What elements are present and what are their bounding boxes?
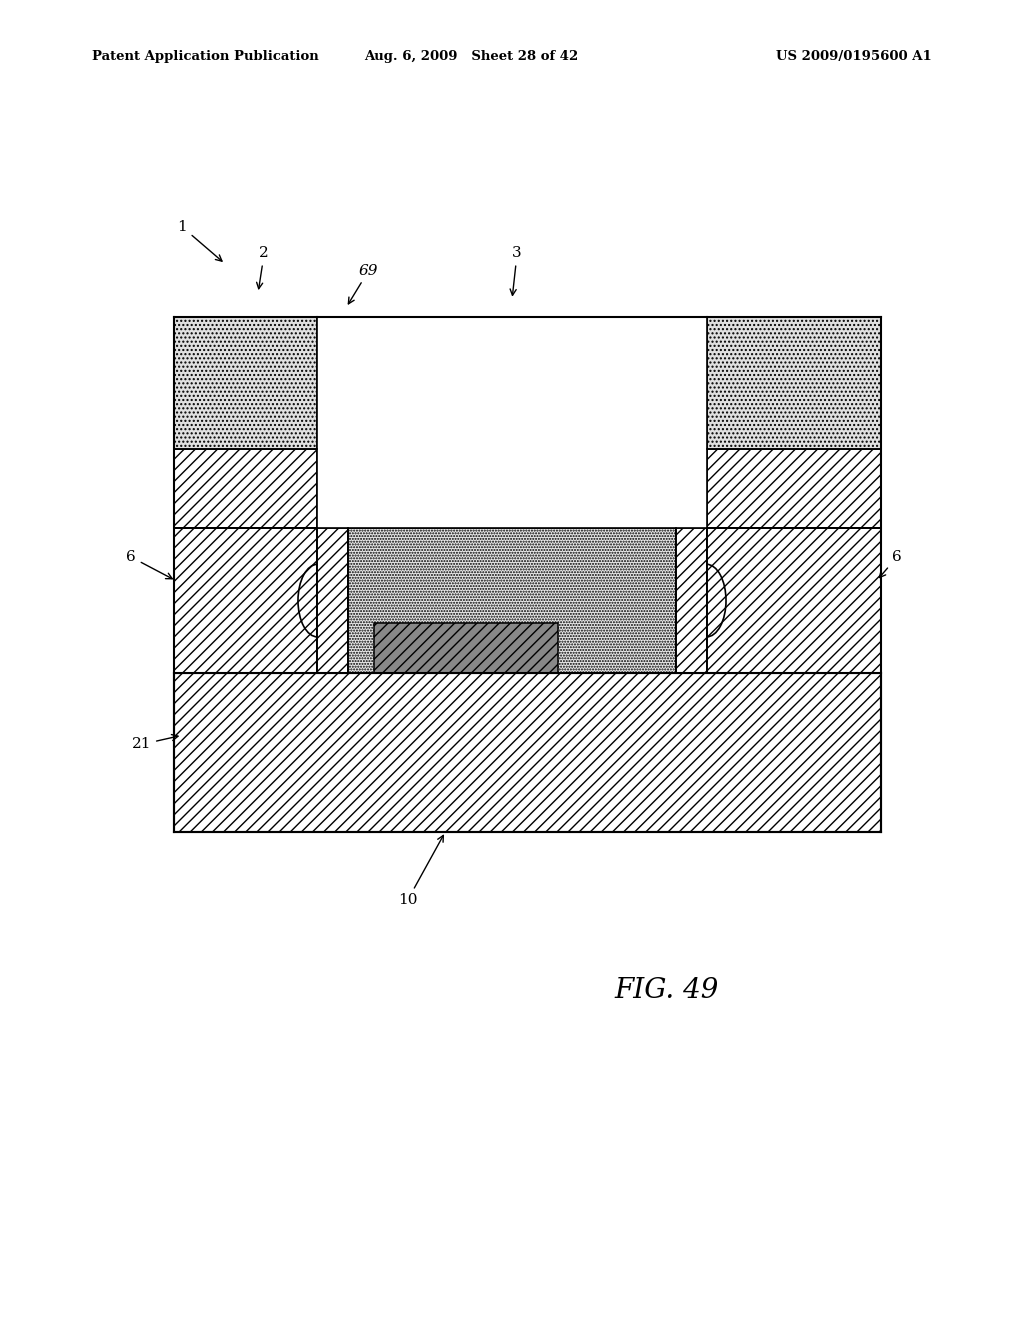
Text: Aug. 6, 2009   Sheet 28 of 42: Aug. 6, 2009 Sheet 28 of 42	[364, 50, 579, 63]
Text: 21: 21	[131, 734, 178, 751]
Text: 7: 7	[372, 392, 383, 428]
Bar	[317, 317, 707, 528]
Text: 6: 6	[126, 550, 172, 578]
Bar	[707, 528, 881, 673]
Text: 6: 6	[880, 550, 902, 578]
Bar	[174, 673, 881, 832]
Bar	[174, 528, 317, 673]
Text: 69: 69	[348, 264, 379, 304]
Text: 10: 10	[397, 836, 443, 907]
Text: 1: 1	[177, 220, 222, 261]
Bar	[707, 449, 881, 528]
Bar	[174, 449, 317, 528]
Text: 3: 3	[510, 247, 522, 296]
Bar	[374, 623, 558, 673]
Text: Patent Application Publication: Patent Application Publication	[92, 50, 318, 63]
Text: 2: 2	[257, 247, 269, 289]
Text: US 2009/0195600 A1: US 2009/0195600 A1	[776, 50, 932, 63]
Bar	[676, 528, 707, 673]
Bar	[317, 528, 348, 673]
Bar	[348, 528, 676, 673]
Text: 11: 11	[415, 392, 444, 451]
Bar	[707, 317, 881, 449]
Bar	[174, 317, 317, 449]
Text: FIG. 49: FIG. 49	[614, 977, 719, 1003]
